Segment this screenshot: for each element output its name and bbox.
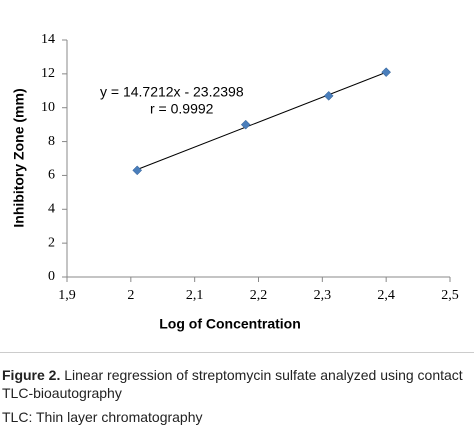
data-point xyxy=(323,91,334,101)
equation: y = 14.7212x - 23.2398 xyxy=(100,84,244,100)
y-tick-label: 10 xyxy=(41,100,55,115)
x-tick-label: 2,3 xyxy=(314,288,332,303)
x-tick-label: 1,9 xyxy=(58,288,76,303)
y-tick-label: 14 xyxy=(41,32,55,47)
y-tick-label: 2 xyxy=(48,235,55,250)
y-tick-label: 8 xyxy=(48,134,55,149)
data-point xyxy=(381,67,392,78)
divider xyxy=(0,352,474,353)
y-tick-label: 4 xyxy=(48,202,55,217)
x-tick-label: 2,2 xyxy=(250,288,268,303)
x-tick-label: 2,4 xyxy=(377,288,395,303)
x-tick-label: 2 xyxy=(127,288,134,303)
y-axis-label: Inhibitory Zone (mm) xyxy=(11,88,27,227)
chart: Log of Concentration Inhibitory Zone (mm… xyxy=(11,32,459,332)
caption-label: Figure 2. xyxy=(2,367,61,383)
caption-text: Linear regression of streptomycin sulfat… xyxy=(2,367,463,401)
y-tick-label: 0 xyxy=(48,269,55,284)
data-point xyxy=(240,119,251,130)
trend-line xyxy=(137,71,387,170)
y-tick-label: 12 xyxy=(41,66,55,81)
r-value: r = 0.9992 xyxy=(150,101,214,117)
data-point xyxy=(132,165,143,176)
x-axis-label: Log of Concentration xyxy=(159,316,301,332)
x-tick-label: 2,1 xyxy=(186,288,204,303)
caption: Figure 2. Linear regression of streptomy… xyxy=(2,366,474,402)
y-tick-label: 6 xyxy=(48,168,55,183)
caption-note: TLC: Thin layer chromatography xyxy=(2,409,203,425)
x-tick-label: 2,5 xyxy=(441,288,459,303)
